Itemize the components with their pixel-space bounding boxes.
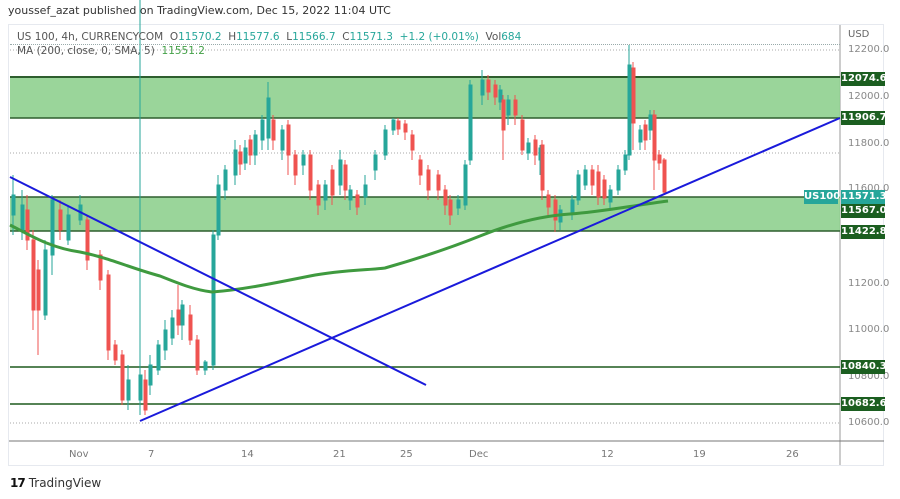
price-tag-11567: 11567.0 [841, 204, 887, 218]
y-tick: 11000.0 [848, 324, 890, 335]
chart-legend: US 100, 4h, CURRENCYCOM O11570.2 H11577.… [17, 30, 521, 58]
x-tick: 25 [400, 449, 413, 460]
price-tag-12074: 12074.6 [841, 72, 887, 86]
x-tick: 19 [693, 449, 706, 460]
high-value: 11577.6 [236, 31, 280, 43]
legend-divider [10, 44, 840, 45]
x-tick: Nov [69, 449, 89, 460]
x-tick: 14 [241, 449, 254, 460]
close-value: 11571.3 [349, 31, 393, 43]
y-tick: 12200.0 [848, 44, 890, 55]
price-tag-11422: 11422.8 [841, 225, 887, 239]
y-tick: 10600.0 [848, 417, 890, 428]
symbol-info: US 100, 4h, CURRENCYCOM [17, 31, 164, 43]
price-tag-11906: 11906.7 [841, 111, 887, 125]
candles [11, 0, 667, 415]
volume-value: 684 [501, 31, 522, 43]
x-tick: Dec [469, 449, 489, 460]
y-tick: 11800.0 [848, 138, 890, 149]
y-tick: 11200.0 [848, 278, 890, 289]
current-price-tag: 11571.3 [841, 190, 887, 204]
symbol-tag: US100 [804, 190, 841, 204]
ma-label: MA (200, close, 0, SMA, 5) [17, 45, 155, 57]
currency-label: USD [848, 29, 870, 40]
support-zone [10, 197, 840, 231]
published-line: youssef_azat published on TradingView.co… [8, 4, 391, 17]
ma-200-line [9, 199, 669, 294]
price-tag-10682: 10682.6 [841, 397, 887, 411]
resistance-zone [10, 77, 840, 118]
ma-row[interactable]: MA (200, close, 0, SMA, 5) 11551.2 [17, 44, 521, 58]
y-tick: 10800.0 [848, 371, 890, 382]
x-tick: 21 [333, 449, 346, 460]
tradingview-logo-icon: 17 [10, 476, 26, 490]
price-tag-10840: 10840.3 [841, 360, 887, 374]
x-tick: 7 [148, 449, 155, 460]
y-tick: 12000.0 [848, 91, 890, 102]
tradingview-footer[interactable]: 17 TradingView [10, 476, 101, 490]
change-value: +1.2 (+0.01%) [399, 31, 479, 43]
x-tick: 12 [601, 449, 614, 460]
ma-value: 11551.2 [161, 45, 205, 57]
x-tick: 26 [786, 449, 799, 460]
descending-trendline[interactable] [9, 176, 427, 386]
ohlc-row: US 100, 4h, CURRENCYCOM O11570.2 H11577.… [17, 31, 522, 43]
ascending-trendline[interactable] [139, 117, 841, 422]
low-value: 11566.7 [292, 31, 336, 43]
open-value: 11570.2 [178, 31, 222, 43]
brand-name: TradingView [28, 476, 102, 490]
y-tick: 11600.0 [848, 183, 890, 194]
